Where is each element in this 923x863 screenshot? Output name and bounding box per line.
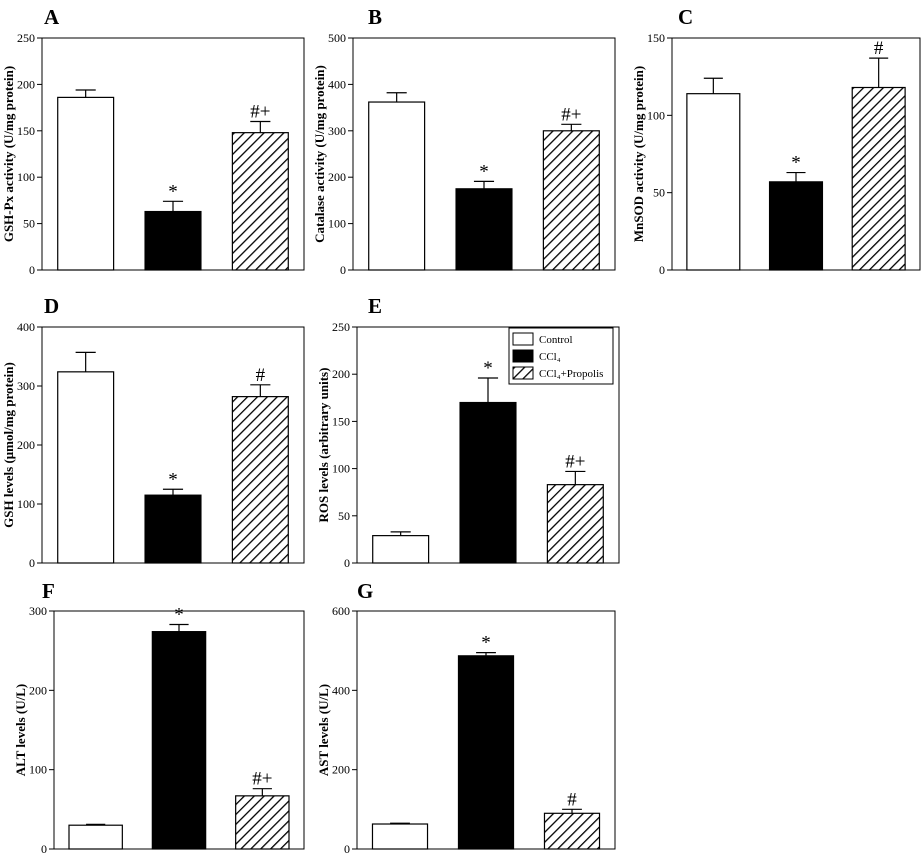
significance-marker: * [168,181,178,202]
legend: Control CCl₄ CCl₄+Propolis [508,327,614,385]
bar-ccl- [151,631,207,850]
bar-control [368,101,426,271]
significance-marker: #+ [252,769,272,790]
y-tick-label: 300 [17,379,35,393]
y-tick-label: 50 [338,509,350,523]
legend-swatch-solid [512,349,534,363]
y-axis-label: ALT levels (U/L) [13,684,28,776]
y-tick-label: 500 [328,31,346,45]
legend-label: CCl₄+Propolis [539,368,603,380]
chart-panel-d: D 0 100 200 300 400 GSH levels (μmol/mg protei… [1,294,305,570]
chart-panel-b: B 0 100 200 300 400 500 Catalase activity (U/mg… [312,5,616,277]
bar-ccl-propolis [542,130,600,271]
y-tick-label: 150 [647,31,665,45]
legend-label: Control [539,334,573,346]
bar-control [57,96,115,271]
y-tick-label: 250 [332,320,350,334]
panel-letter: E [368,294,382,318]
y-axis-label: MnSOD activity (U/mg protein) [631,66,646,242]
y-tick-label: 0 [340,263,346,277]
y-tick-label: 100 [17,497,35,511]
bar-control [57,371,115,564]
y-tick-label: 200 [332,763,350,777]
y-axis-label: GSH levels (μmol/mg protein) [1,362,16,528]
significance-marker: * [174,604,184,625]
y-tick-label: 0 [29,263,35,277]
y-tick-label: 50 [653,186,665,200]
significance-marker: * [168,469,178,490]
bar-control [686,93,741,271]
y-tick-label: 100 [332,462,350,476]
bar-ccl-propolis [546,484,604,564]
y-tick-label: 150 [332,414,350,428]
legend-swatch-hatched [512,366,534,380]
panel-letter: D [44,294,59,318]
y-tick-label: 0 [41,842,47,856]
chart-panel-f: F 0 100 200 300 ALT levels (U/L) * #+ [13,579,305,856]
y-tick-label: 200 [29,683,47,697]
bar-control [371,823,429,850]
y-tick-label: 100 [647,108,665,122]
y-tick-label: 300 [328,124,346,138]
y-tick-label: 250 [17,31,35,45]
y-tick-label: 400 [17,320,35,334]
bar-ccl-propolis [235,795,290,850]
bar-ccl- [455,188,513,271]
bar-ccl- [457,655,515,850]
y-tick-label: 400 [328,77,346,91]
y-axis-label: Catalase activity (U/mg protein) [312,65,327,243]
y-tick-label: 200 [17,438,35,452]
bar-ccl-propolis [851,86,906,271]
y-tick-label: 150 [17,124,35,138]
chart-panel-e: E 0 50 100 150 200 250 ROS levels (arbitrary un… [316,294,620,570]
significance-marker: #+ [250,102,270,123]
y-axis-label: ROS levels (arbitrary units) [316,368,331,523]
y-tick-label: 50 [23,217,35,231]
chart-panel-c: C 0 50 100 150 MnSOD activity (U/mg protein) *… [631,5,921,277]
y-tick-label: 200 [17,77,35,91]
y-tick-label: 400 [332,683,350,697]
legend-label: CCl₄ [539,351,561,363]
y-tick-label: 0 [659,263,665,277]
bar-ccl- [459,401,517,564]
bar-ccl- [768,181,824,271]
y-tick-label: 200 [332,367,350,381]
y-tick-label: 100 [29,763,47,777]
y-tick-label: 600 [332,604,350,618]
y-tick-label: 0 [344,556,350,570]
significance-marker: #+ [561,104,581,125]
panel-letter: G [357,579,373,603]
y-axis-label: GSH-Px activity (U/mg protein) [1,66,16,242]
significance-marker: * [791,153,801,174]
bar-ccl- [144,494,202,564]
bar-ccl- [144,210,202,271]
significance-marker: * [479,161,489,182]
panel-letter: A [44,5,60,29]
y-axis-label: AST levels (U/L) [316,684,331,776]
bar-control [372,535,430,564]
bar-ccl-propolis [231,396,289,564]
bar-ccl-propolis [231,132,289,271]
significance-marker: * [483,358,493,379]
panel-letter: F [42,579,55,603]
y-tick-label: 200 [328,170,346,184]
y-tick-label: 100 [17,170,35,184]
significance-marker: # [567,789,577,810]
legend-swatch-open [512,332,534,346]
panel-letter: C [678,5,693,29]
bar-ccl-propolis [543,812,601,850]
significance-marker: * [481,633,491,654]
significance-marker: # [256,365,266,386]
significance-marker: #+ [565,451,585,472]
y-tick-label: 100 [328,217,346,231]
bar-control [68,824,123,850]
y-tick-label: 0 [344,842,350,856]
y-tick-label: 300 [29,604,47,618]
chart-panel-a: A 0 50 100 150 200 250 GSH-Px activity (U/mg pr… [1,5,305,277]
significance-marker: # [874,38,884,59]
y-tick-label: 0 [29,556,35,570]
panel-letter: B [368,5,382,29]
chart-panel-g: G 0 200 400 600 AST levels (U/L) * # [316,579,616,856]
